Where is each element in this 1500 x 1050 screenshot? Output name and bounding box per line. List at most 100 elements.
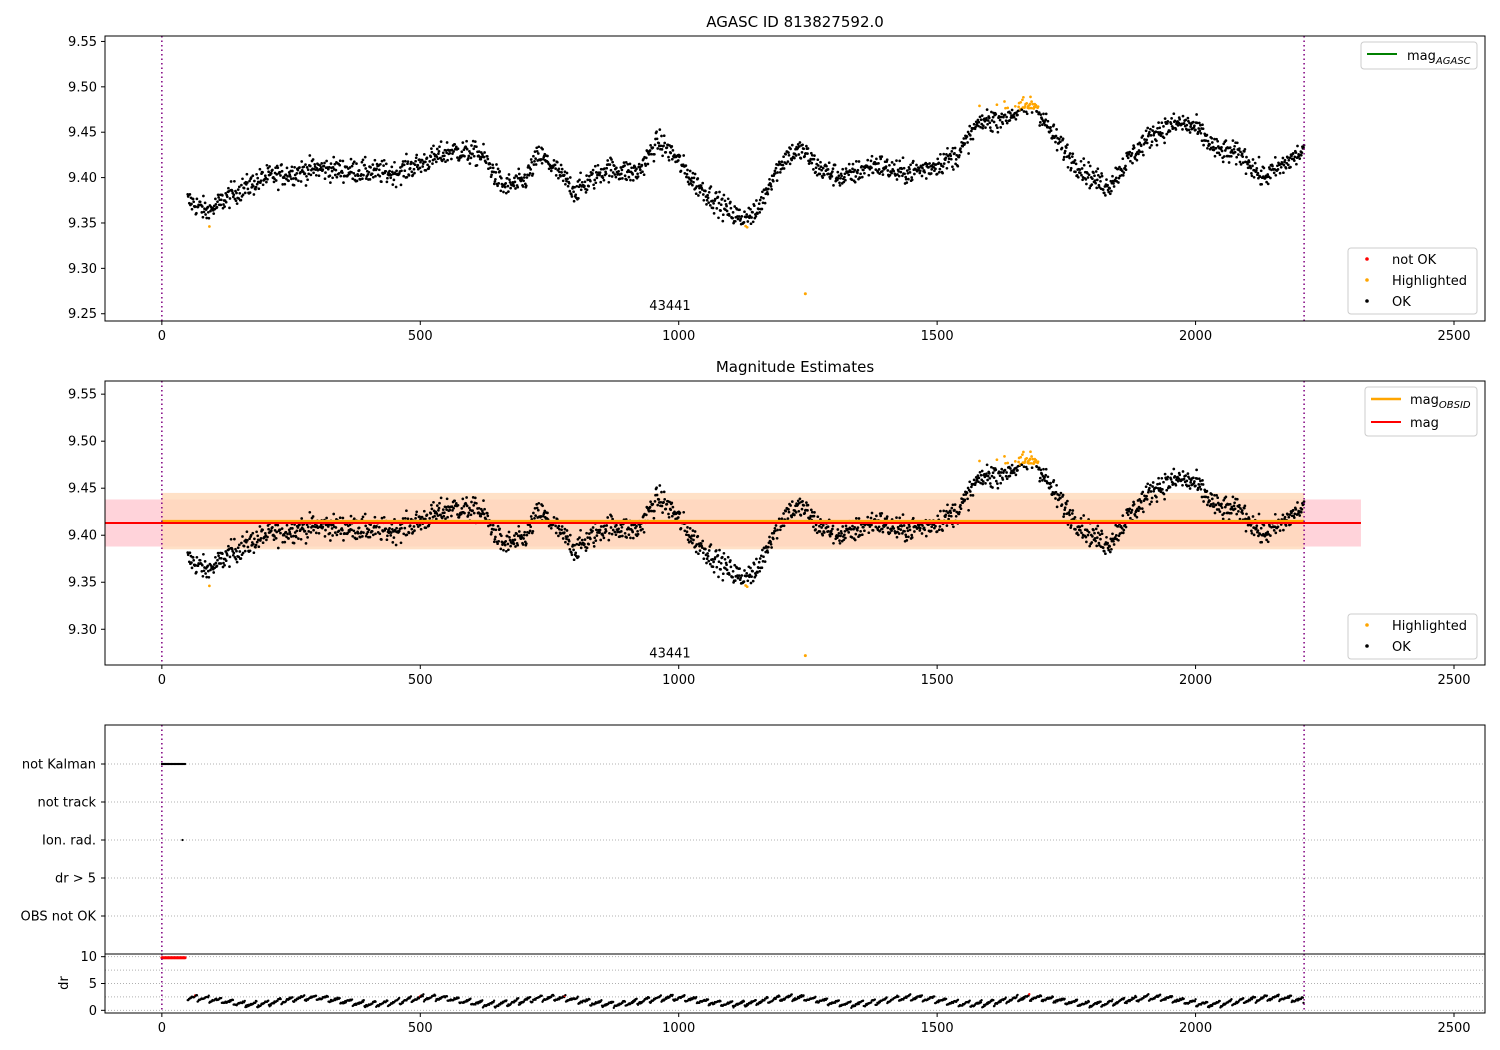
magnitude-point bbox=[1109, 537, 1113, 541]
agasc-point bbox=[1075, 173, 1079, 177]
agasc-point bbox=[409, 160, 413, 164]
agasc-point bbox=[366, 173, 370, 176]
agasc-point bbox=[229, 180, 233, 183]
magnitude-point bbox=[536, 508, 540, 512]
magnitude-point bbox=[921, 524, 924, 527]
agasc-point bbox=[670, 157, 674, 161]
agasc-point bbox=[237, 197, 241, 200]
agasc-point bbox=[235, 191, 238, 195]
magnitude-point bbox=[225, 553, 229, 557]
magnitude-point bbox=[306, 525, 310, 529]
magnitude-point bbox=[743, 569, 746, 572]
dr-clipped-point bbox=[183, 956, 187, 960]
dr-point bbox=[207, 994, 210, 997]
magnitude-point bbox=[1199, 487, 1203, 491]
agasc-point bbox=[219, 198, 223, 202]
agasc-point bbox=[465, 139, 468, 143]
magnitude-obsid-label: 43441 bbox=[649, 647, 690, 662]
agasc-point bbox=[494, 177, 497, 181]
magnitude-point bbox=[1224, 495, 1228, 499]
magnitude-point bbox=[843, 533, 846, 537]
magnitude-point bbox=[583, 538, 587, 541]
magnitude-point bbox=[560, 528, 563, 532]
agasc-point bbox=[736, 217, 740, 221]
magnitude-title: Magnitude Estimates bbox=[716, 358, 874, 376]
magnitude-point bbox=[475, 501, 478, 505]
magnitude-point bbox=[1155, 500, 1159, 503]
agasc-point bbox=[833, 163, 837, 167]
magnitude-point bbox=[529, 525, 533, 529]
magnitude-point bbox=[945, 524, 949, 527]
agasc-point bbox=[870, 154, 874, 158]
magnitude-point bbox=[602, 536, 606, 540]
magnitude-point bbox=[1265, 538, 1268, 542]
magnitude-point bbox=[374, 532, 377, 536]
magnitude-point bbox=[271, 525, 274, 529]
agasc-point bbox=[762, 196, 765, 200]
magnitude-point bbox=[838, 541, 842, 545]
magnitude-point bbox=[1130, 510, 1133, 514]
magnitude-point bbox=[695, 543, 699, 546]
magnitude-point bbox=[419, 527, 423, 531]
magnitude-point bbox=[430, 507, 434, 511]
dr-point bbox=[457, 996, 460, 1000]
agasc-point bbox=[585, 188, 589, 192]
agasc-point bbox=[757, 207, 760, 211]
agasc-point bbox=[1096, 167, 1100, 171]
agasc-point bbox=[895, 178, 899, 181]
agasc-point bbox=[759, 196, 763, 199]
magnitude-point bbox=[1206, 496, 1210, 499]
agasc-point bbox=[341, 171, 344, 175]
dr-point bbox=[481, 999, 484, 1002]
agasc-point bbox=[908, 171, 912, 174]
magnitude-point bbox=[1197, 483, 1201, 486]
magnitude-point bbox=[636, 529, 639, 533]
magnitude-point bbox=[831, 524, 835, 528]
magnitude-point bbox=[1060, 503, 1064, 506]
agasc-point bbox=[860, 175, 864, 179]
agasc-point bbox=[1142, 153, 1145, 157]
magnitude-point bbox=[229, 537, 233, 541]
magnitude-point bbox=[751, 579, 755, 583]
magnitude-point bbox=[902, 524, 906, 527]
magnitude-point bbox=[707, 549, 711, 552]
magnitude-point bbox=[767, 545, 770, 549]
agasc-point bbox=[241, 177, 244, 181]
magnitude-point bbox=[349, 514, 353, 518]
agasc-point bbox=[329, 162, 333, 165]
agasc-point bbox=[570, 193, 573, 196]
agasc-point bbox=[707, 190, 711, 194]
agasc-legend-points: not OK Highlighted OK bbox=[1347, 247, 1478, 315]
agasc-point bbox=[513, 180, 517, 184]
agasc-point bbox=[1276, 168, 1280, 171]
magnitude-point bbox=[1269, 534, 1272, 537]
agasc-point bbox=[304, 184, 308, 187]
magnitude-point bbox=[1291, 508, 1295, 512]
magnitude-point bbox=[405, 533, 409, 537]
agasc-point bbox=[1181, 114, 1185, 118]
magnitude-point bbox=[657, 498, 661, 501]
agasc-point bbox=[295, 172, 299, 175]
agasc-point bbox=[609, 168, 613, 172]
agasc-point bbox=[1044, 118, 1048, 122]
magnitude-point bbox=[1165, 488, 1169, 492]
magnitude-point bbox=[605, 524, 609, 527]
agasc-point bbox=[717, 201, 721, 205]
agasc-point bbox=[1106, 183, 1109, 187]
magnitude-point bbox=[1080, 531, 1083, 535]
agasc-point bbox=[729, 206, 733, 210]
agasc-point bbox=[707, 201, 711, 204]
agasc-point bbox=[689, 182, 693, 185]
magnitude-point bbox=[762, 555, 765, 559]
agasc-point bbox=[608, 163, 612, 166]
magnitude-point bbox=[716, 553, 720, 557]
agasc-point bbox=[809, 157, 813, 161]
agasc-point bbox=[1022, 110, 1026, 113]
agasc-point bbox=[566, 184, 570, 188]
agasc-point bbox=[1285, 161, 1289, 165]
agasc-point bbox=[775, 179, 779, 182]
magnitude-point bbox=[736, 576, 740, 580]
agasc-point bbox=[761, 201, 765, 205]
magnitude-point bbox=[667, 515, 671, 519]
agasc-point bbox=[705, 198, 709, 202]
